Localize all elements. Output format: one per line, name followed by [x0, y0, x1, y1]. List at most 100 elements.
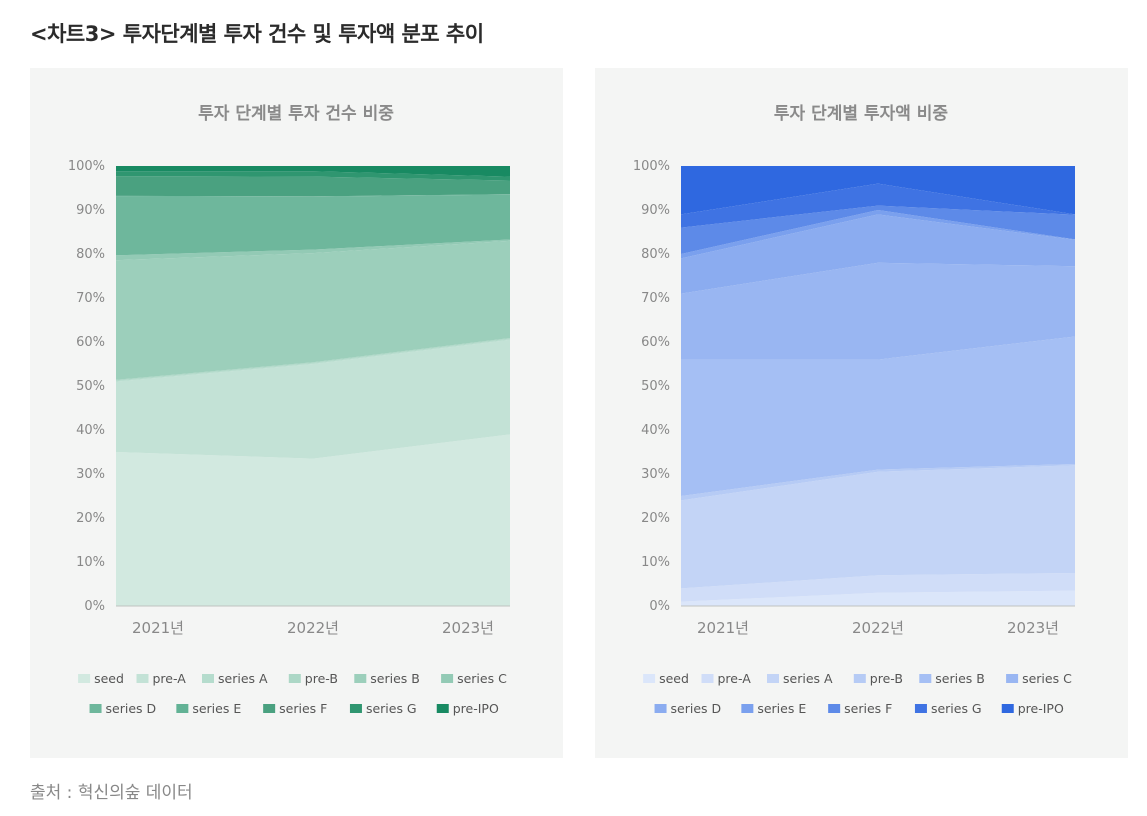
area-series-series-g	[116, 171, 510, 181]
legend-item-pre-ipo: pre-IPO	[436, 701, 499, 716]
y-tick-label: 80%	[76, 247, 105, 262]
legend-item-pre-b: pre-B	[288, 671, 338, 686]
legend-label: series C	[1022, 671, 1072, 686]
area-series-series-a	[116, 338, 510, 382]
legend-swatch	[349, 704, 362, 713]
legend-item-series-d: series D	[654, 701, 722, 716]
legend-item-series-d: series D	[89, 701, 157, 716]
y-tick-label: 60%	[76, 335, 105, 350]
legend-label: pre-B	[870, 671, 903, 686]
legend-item-seed: seed	[78, 671, 124, 686]
area-series-seed	[681, 590, 1075, 606]
y-tick-label: 70%	[641, 291, 670, 306]
legend-label: series D	[106, 701, 157, 716]
legend-item-series-c: series C	[441, 671, 507, 686]
y-tick-label: 40%	[76, 423, 105, 438]
area-series-series-b	[681, 336, 1075, 496]
legend-swatch	[354, 674, 367, 683]
legend-swatch	[654, 704, 667, 713]
area-series-pre-b	[681, 464, 1075, 501]
area-series-pre-ipo	[116, 166, 510, 177]
area-series-pre-a	[681, 573, 1075, 602]
chart-title: 투자 단계별 투자액 비중	[774, 104, 949, 124]
y-tick-label: 80%	[641, 247, 670, 262]
y-tick-label: 10%	[76, 555, 105, 570]
x-tick-label: 2021년	[697, 619, 749, 637]
legend-label: pre-A	[153, 671, 187, 686]
legend-item-series-a: series A	[767, 671, 833, 686]
legend-swatch	[441, 674, 454, 683]
legend-swatch	[176, 704, 189, 713]
legend-label: pre-IPO	[1018, 701, 1064, 716]
legend-swatch	[853, 674, 866, 683]
y-tick-label: 30%	[76, 467, 105, 482]
legend-item-pre-ipo: pre-IPO	[1001, 701, 1064, 716]
legend-swatch	[1006, 674, 1019, 683]
legend-label: series G	[366, 701, 417, 716]
legend-label: series E	[757, 701, 806, 716]
x-tick-label: 2023년	[442, 619, 494, 637]
legend-label: series F	[279, 701, 327, 716]
legend-item-series-g: series G	[914, 701, 982, 716]
area-series-pre-ipo	[681, 166, 1075, 215]
area-series-series-b	[116, 240, 510, 380]
y-tick-label: 90%	[76, 203, 105, 218]
legend-label: series A	[218, 671, 268, 686]
legend-swatch	[741, 704, 754, 713]
y-tick-label: 0%	[649, 599, 670, 614]
legend-item-pre-a: pre-A	[701, 671, 752, 686]
x-tick-label: 2022년	[852, 619, 904, 637]
legend-label: pre-A	[718, 671, 752, 686]
area-series-series-f	[116, 176, 510, 197]
y-tick-label: 20%	[641, 511, 670, 526]
area-series-series-c	[681, 262, 1075, 360]
legend-label: series D	[671, 701, 722, 716]
legend-item-series-c: series C	[1006, 671, 1072, 686]
area-series-series-d	[681, 214, 1075, 294]
page-title: <차트3> 투자단계별 투자 건수 및 투자액 분포 추이	[30, 22, 484, 46]
y-tick-label: 50%	[76, 379, 105, 394]
legend-swatch	[1001, 704, 1014, 713]
area-series-series-f	[681, 205, 1075, 254]
x-tick-label: 2022년	[287, 619, 339, 637]
legend-swatch	[701, 674, 714, 683]
y-tick-label: 0%	[84, 599, 105, 614]
x-tick-label: 2021년	[132, 619, 184, 637]
legend-swatch	[828, 704, 841, 713]
legend-label: series B	[370, 671, 420, 686]
legend-label: series C	[457, 671, 507, 686]
chart-title: 투자 단계별 투자 건수 비중	[198, 104, 394, 124]
legend-label: seed	[94, 671, 124, 686]
legend-label: pre-IPO	[453, 701, 499, 716]
area-series-series-d	[116, 194, 510, 256]
legend-item-series-e: series E	[176, 701, 241, 716]
y-tick-label: 90%	[641, 203, 670, 218]
y-tick-label: 100%	[68, 159, 105, 174]
y-tick-label: 10%	[641, 555, 670, 570]
area-series-pre-b	[116, 338, 510, 381]
legend-item-pre-a: pre-A	[136, 671, 187, 686]
chart-panel-deal-count: 투자 단계별 투자 건수 비중 0% 10% 20% 30% 40% 50% 60% 70% 80…	[30, 68, 563, 758]
y-tick-label: 20%	[76, 511, 105, 526]
area-series-seed	[116, 434, 510, 606]
legend-label: series G	[931, 701, 982, 716]
y-tick-label: 100%	[633, 159, 670, 174]
legend-item-series-a: series A	[202, 671, 268, 686]
area-series-series-c	[116, 239, 510, 261]
y-tick-label: 60%	[641, 335, 670, 350]
legend-item-series-f: series F	[263, 701, 327, 716]
area-series-series-g	[681, 183, 1075, 228]
legend-swatch	[202, 674, 214, 683]
y-tick-label: 70%	[76, 291, 105, 306]
legend-swatch	[919, 674, 932, 683]
area-chart-deal-count: 투자 단계별 투자 건수 비중 0% 10% 20% 30% 40% 50% 60% 70% 80…	[68, 104, 510, 716]
x-tick-label: 2023년	[1007, 619, 1059, 637]
legend-label: pre-B	[305, 671, 338, 686]
area-chart-investment-amount: 투자 단계별 투자액 비중 0% 10% 20% 30% 40% 50% 60% 70% 80% 9…	[633, 104, 1075, 716]
legend-item-series-g: series G	[349, 701, 417, 716]
legend-swatch	[914, 704, 927, 713]
legend-swatch	[643, 674, 656, 683]
source-note: 출처 : 혁신의숲 데이터	[30, 783, 193, 803]
legend-swatch	[89, 704, 102, 713]
legend-swatch	[78, 674, 91, 683]
